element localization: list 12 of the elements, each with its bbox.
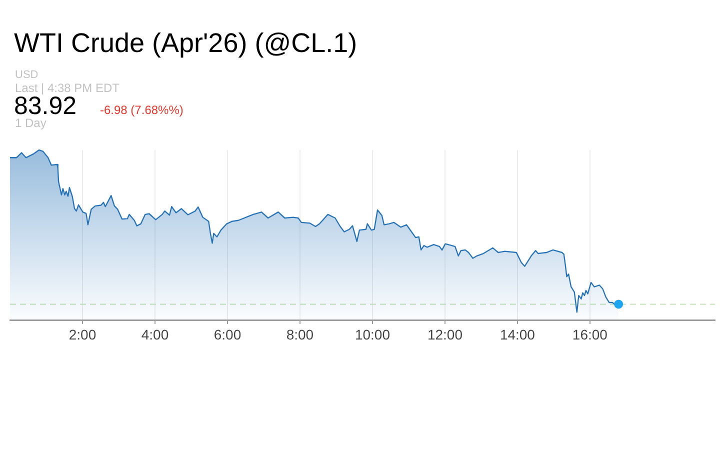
- x-tick-label: 14:00: [500, 326, 536, 342]
- chart-title: WTI Crude (Apr'26) (@CL.1): [14, 28, 358, 58]
- x-tick-label: 2:00: [68, 326, 96, 342]
- text: -6.98 (7.68%%): [100, 103, 184, 117]
- x-tick-label: 4:00: [141, 326, 169, 342]
- x-tick-label: 16:00: [572, 326, 608, 342]
- x-tick-label: 10:00: [354, 326, 390, 342]
- x-tick-label: 6:00: [214, 326, 242, 342]
- text: USD: [15, 69, 38, 81]
- x-tick-label: 12:00: [427, 326, 463, 342]
- text: Last | 4:38 PM EDT: [15, 81, 120, 95]
- x-tick-label: 8:00: [286, 326, 314, 342]
